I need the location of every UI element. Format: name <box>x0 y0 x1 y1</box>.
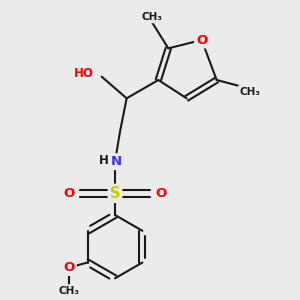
Text: CH₃: CH₃ <box>59 286 80 296</box>
Text: CH₃: CH₃ <box>239 87 260 97</box>
Text: O: O <box>64 261 75 274</box>
Text: O: O <box>64 187 75 200</box>
Text: N: N <box>111 155 122 168</box>
Text: H: H <box>98 154 108 166</box>
Text: HO: HO <box>74 67 93 80</box>
Text: S: S <box>110 186 120 201</box>
Text: CH₃: CH₃ <box>141 12 162 22</box>
Text: O: O <box>196 34 207 46</box>
Text: O: O <box>155 187 166 200</box>
